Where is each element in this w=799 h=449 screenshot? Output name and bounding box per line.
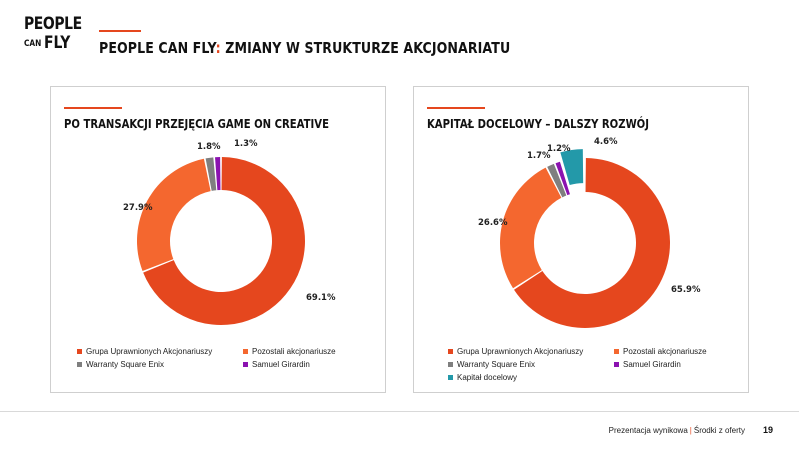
legend-item-kapital-docelowy: Kapitał docelowy <box>448 373 517 382</box>
chart-panel-target-capital: KAPITAŁ DOCELOWY – DALSZY ROZWÓJ 65.9% 26… <box>413 86 749 393</box>
donut-slice-warranty-square-enix <box>205 157 217 191</box>
footer-divider <box>0 411 799 412</box>
page-title: PEOPLE CAN FLY: ZMIANY W STRUKTURZE AKCJ… <box>99 39 510 57</box>
legend-item-samuel-girardin: Samuel Girardin <box>614 360 681 369</box>
data-label-warranty-square-enix: 1.8% <box>197 142 221 152</box>
logo-text-can: CAN <box>24 39 42 49</box>
data-label-kapital-docelowy: 4.6% <box>594 137 618 147</box>
data-label-pozostali-akcjonariusze: 26.6% <box>478 218 508 228</box>
donut-slice-warranty-square-enix <box>547 163 567 198</box>
legend-label: Grupa Uprawnionych Akcjonariuszy <box>86 347 213 356</box>
legend-swatch <box>448 362 453 367</box>
legend-item-pozostali-akcjonariusze: Pozostali akcjonariusze <box>614 347 707 356</box>
donut-slice-grupa-uprawnionych-akcjonariuszy <box>514 158 670 329</box>
donut-slice-pozostali-akcjonariusze <box>137 158 211 271</box>
legend-label: Samuel Girardin <box>623 360 681 369</box>
legend-swatch <box>77 362 82 367</box>
legend-item-samuel-girardin: Samuel Girardin <box>243 360 310 369</box>
title-accent-line <box>99 30 141 32</box>
footer-separator: | <box>689 426 692 435</box>
legend-swatch <box>243 349 248 354</box>
data-label-samuel-girardin: 1.3% <box>234 139 258 149</box>
data-label-grupa-uprawnionych-akcjonariuszy: 65.9% <box>671 285 701 295</box>
chart-title: KAPITAŁ DOCELOWY – DALSZY ROZWÓJ <box>427 117 650 131</box>
legend-swatch <box>243 362 248 367</box>
legend-item-pozostali-akcjonariusze: Pozostali akcjonariusze <box>243 347 336 356</box>
legend-swatch <box>448 375 453 380</box>
panel-accent-line <box>64 107 122 109</box>
legend-label: Kapitał docelowy <box>457 373 518 382</box>
panel-accent-line <box>427 107 485 109</box>
legend-swatch <box>614 362 619 367</box>
legend-label: Pozostali akcjonariusze <box>623 347 707 356</box>
footer-presentation-label: Prezentacja wynikowa <box>608 426 688 435</box>
company-logo: PEOPLE CAN FLY <box>24 14 82 62</box>
legend-label: Warranty Square Enix <box>86 360 164 369</box>
legend-swatch <box>448 349 453 354</box>
logo-text-fly: FLY <box>44 33 71 53</box>
legend-item-warranty-square-enix: Warranty Square Enix <box>77 360 164 369</box>
page-title-brand: PEOPLE CAN FLY <box>99 39 216 57</box>
legend-item-warranty-square-enix: Warranty Square Enix <box>448 360 535 369</box>
donut-chart-after-acquisition: 69.1% 27.9% 1.8% 1.3% <box>123 139 336 325</box>
data-label-pozostali-akcjonariusze: 27.9% <box>123 203 153 213</box>
donut-slice-samuel-girardin <box>555 161 570 196</box>
data-label-samuel-girardin: 1.2% <box>547 144 571 154</box>
logo-text-people: PEOPLE <box>24 14 82 34</box>
data-label-warranty-square-enix: 1.7% <box>527 151 551 161</box>
footer-section-label: Środki z oferty <box>693 426 745 435</box>
legend-label: Pozostali akcjonariusze <box>252 347 336 356</box>
footer-text: Prezentacja wynikowa | Środki z oferty <box>609 426 745 435</box>
chart-title: PO TRANSAKCJI PRZEJĘCIA GAME ON CREATIVE <box>64 117 330 131</box>
data-label-grupa-uprawnionych-akcjonariuszy: 69.1% <box>306 293 336 303</box>
legend-swatch <box>77 349 82 354</box>
page-title-rest: ZMIANY W STRUKTURZE AKCJONARIATU <box>220 39 511 57</box>
donut-chart-target-capital: 65.9% 26.6% 1.7%1.2% 4.6% <box>478 137 701 329</box>
chart-panel-after-acquisition: PO TRANSAKCJI PRZEJĘCIA GAME ON CREATIVE… <box>50 86 386 393</box>
legend-item-grupa-uprawnionych-akcjonariuszy: Grupa Uprawnionych Akcjonariuszy <box>448 347 583 356</box>
donut-slice-grupa-uprawnionych-akcjonariuszy <box>143 157 305 325</box>
legend-label: Samuel Girardin <box>252 360 310 369</box>
legend-label: Grupa Uprawnionych Akcjonariuszy <box>457 347 584 356</box>
donut-slice-kapital-docelowy <box>560 149 584 186</box>
legend-item-grupa-uprawnionych-akcjonariuszy: Grupa Uprawnionych Akcjonariuszy <box>77 347 212 356</box>
page-number: 19 <box>763 425 774 435</box>
donut-slice-samuel-girardin <box>215 157 221 191</box>
page-title-colon: : <box>215 39 221 57</box>
legend-label: Warranty Square Enix <box>457 360 535 369</box>
donut-slice-pozostali-akcjonariusze <box>500 167 562 289</box>
legend-swatch <box>614 349 619 354</box>
